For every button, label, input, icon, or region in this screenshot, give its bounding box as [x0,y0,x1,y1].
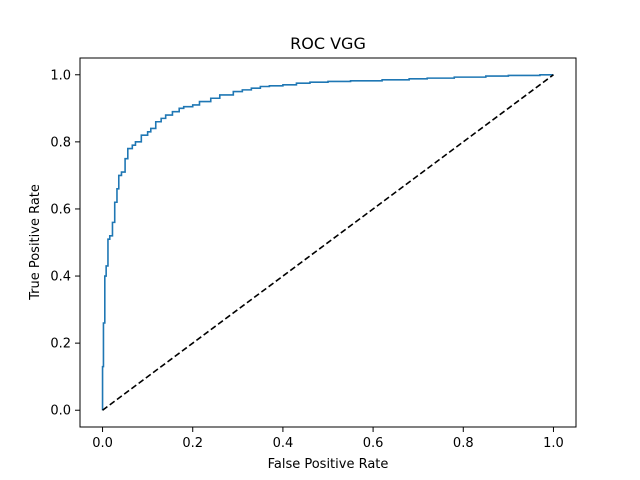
chance-line [102,74,554,411]
y-tick-label: 0.2 [50,337,71,352]
tick-layer: 0.0 0.2 0.4 0.6 0.8 1.0 0.0 0.2 0.4 0.6 0.8 1.0 [50,68,563,451]
y-tick-label: 1.0 [50,68,71,83]
axes-frame [79,57,577,428]
plot-area [101,73,554,411]
x-tick-label: 0.8 [453,436,474,451]
y-tick-label: 0.0 [50,404,71,419]
y-tick-label: 0.8 [50,135,71,150]
chart-title: ROC VGG [290,34,366,53]
x-tick-label: 0.2 [182,436,203,451]
x-tick-label: 0.6 [363,436,384,451]
y-axis-label: True Positive Rate [28,184,43,301]
roc-curve [101,73,554,411]
x-tick-label: 0.0 [92,436,113,451]
x-tick-label: 0.4 [273,436,294,451]
y-tick-label: 0.4 [50,270,71,285]
x-tick-label: 1.0 [543,436,564,451]
y-tick-label: 0.6 [50,202,71,217]
x-axis-label: False Positive Rate [268,457,389,472]
